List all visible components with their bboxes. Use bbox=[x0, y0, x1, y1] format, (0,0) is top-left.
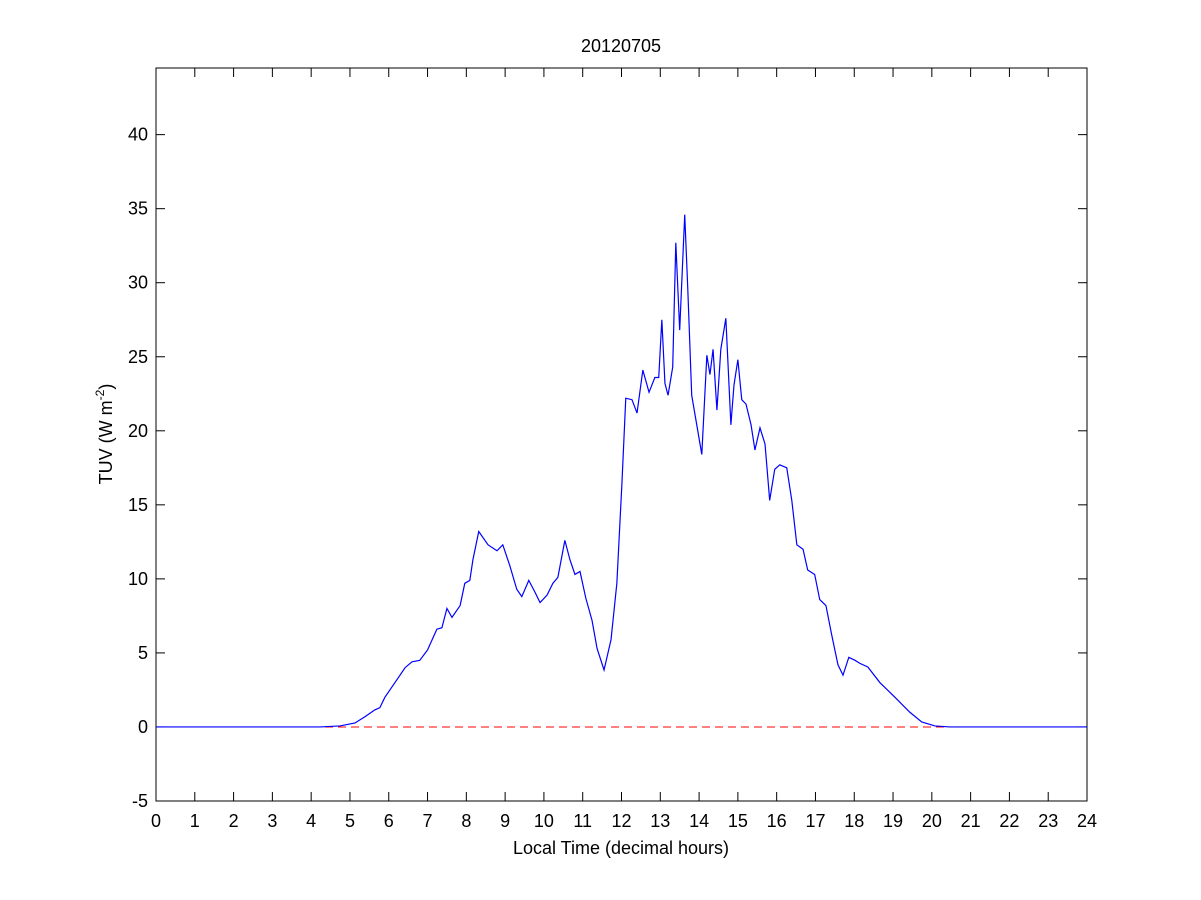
x-tick-label: 2 bbox=[229, 811, 239, 831]
y-tick-label: 5 bbox=[138, 643, 148, 663]
x-tick-label: 18 bbox=[844, 811, 864, 831]
x-tick-label: 21 bbox=[961, 811, 981, 831]
x-tick-label: 13 bbox=[650, 811, 670, 831]
x-tick-label: 24 bbox=[1077, 811, 1097, 831]
x-axis-label: Local Time (decimal hours) bbox=[513, 838, 729, 858]
chart-title: 20120705 bbox=[581, 36, 661, 56]
y-tick-label: 15 bbox=[128, 495, 148, 515]
x-tick-label: 6 bbox=[384, 811, 394, 831]
x-tick-label: 22 bbox=[999, 811, 1019, 831]
x-tick-label: 4 bbox=[306, 811, 316, 831]
x-tick-label: 1 bbox=[190, 811, 200, 831]
y-tick-label: 10 bbox=[128, 569, 148, 589]
y-label-end: ) bbox=[96, 384, 116, 390]
y-axis-label: TUV (W m-2) bbox=[93, 384, 116, 485]
y-tick-label: -5 bbox=[132, 791, 148, 811]
x-tick-label: 0 bbox=[151, 811, 161, 831]
x-tick-label: 8 bbox=[461, 811, 471, 831]
y-tick-label: 20 bbox=[128, 421, 148, 441]
y-tick-label: 40 bbox=[128, 125, 148, 145]
x-tick-label: 9 bbox=[500, 811, 510, 831]
x-tick-label: 7 bbox=[423, 811, 433, 831]
y-tick-label: 30 bbox=[128, 273, 148, 293]
x-tick-label: 14 bbox=[689, 811, 709, 831]
y-tick-label: 35 bbox=[128, 199, 148, 219]
x-tick-label: 5 bbox=[345, 811, 355, 831]
x-tick-label: 20 bbox=[922, 811, 942, 831]
x-tick-label: 15 bbox=[728, 811, 748, 831]
x-tick-label: 10 bbox=[534, 811, 554, 831]
y-label-sup: -2 bbox=[93, 389, 107, 400]
x-tick-label: 16 bbox=[767, 811, 787, 831]
x-tick-label: 23 bbox=[1038, 811, 1058, 831]
data-line bbox=[156, 214, 1087, 728]
x-tick-label: 11 bbox=[573, 811, 592, 831]
x-tick-label: 12 bbox=[611, 811, 631, 831]
y-tick-label: 25 bbox=[128, 347, 148, 367]
y-tick-label: 0 bbox=[138, 717, 148, 737]
x-tick-label: 17 bbox=[805, 811, 825, 831]
x-tick-label: 19 bbox=[883, 811, 903, 831]
x-tick-label: 3 bbox=[267, 811, 277, 831]
y-label-main: TUV (W m bbox=[96, 400, 116, 484]
